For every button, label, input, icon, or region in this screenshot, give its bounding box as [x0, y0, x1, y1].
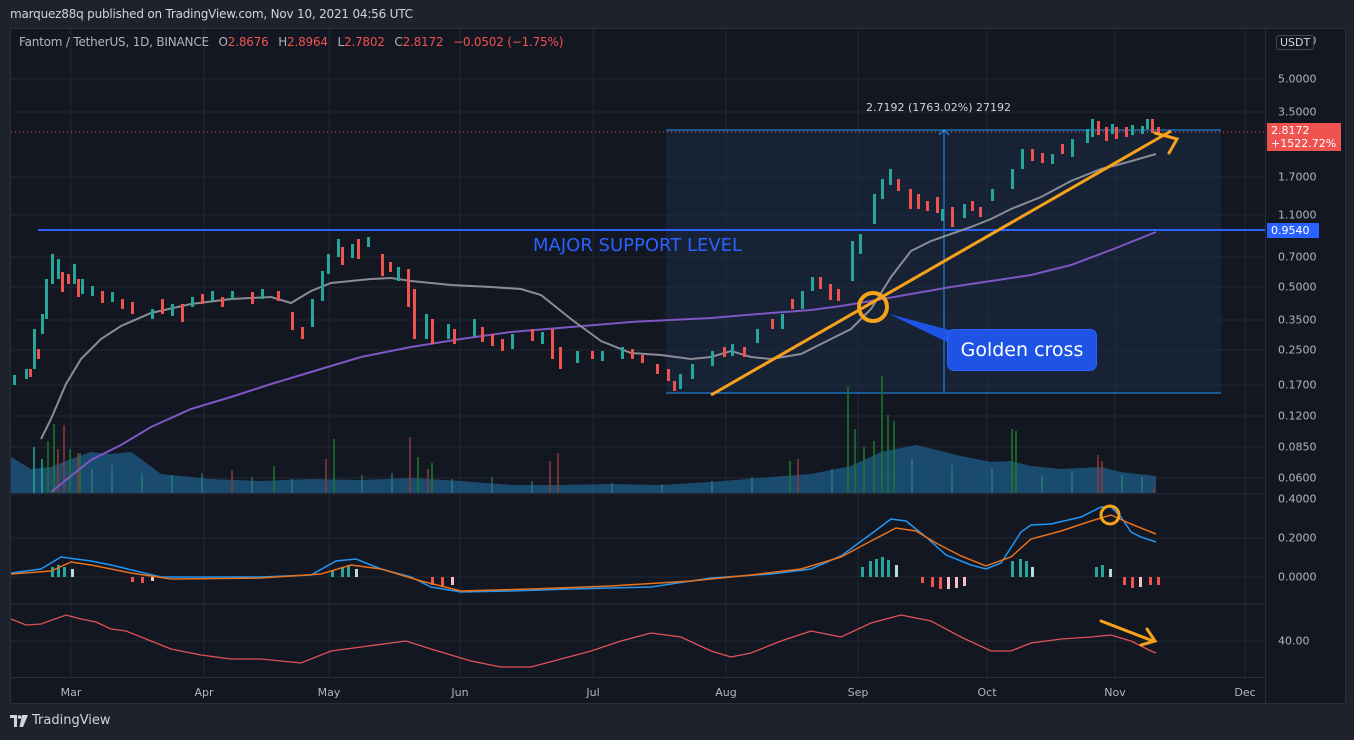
open-value: 2.8676	[227, 35, 269, 49]
price-axis[interactable]: 8.0000 USDT 5.0000 3.5000 1.7000 1.1000 …	[1265, 29, 1347, 705]
macd-histogram	[51, 557, 1160, 589]
support-price-tag: 0.9540	[1267, 223, 1319, 238]
macd-cross-circle	[1099, 504, 1121, 526]
chart-plot-area[interactable]: Fantom / TetherUS, 1D, BINANCE O2.8676 H…	[10, 29, 1265, 677]
symbol-title: Fantom / TetherUS, 1D, BINANCE	[19, 35, 209, 49]
trend-line	[710, 129, 1172, 397]
chart-frame: Fantom / TetherUS, 1D, BINANCE O2.8676 H…	[10, 28, 1347, 705]
tradingview-logo-icon	[10, 714, 28, 727]
tradingview-logo[interactable]: TradingView	[10, 713, 111, 728]
candles	[13, 119, 1160, 391]
currency-badge[interactable]: USDT	[1276, 35, 1315, 50]
golden-cross-circle	[857, 291, 889, 323]
support-label: MAJOR SUPPORT LEVEL	[533, 235, 743, 256]
ohlc-legend: Fantom / TetherUS, 1D, BINANCE O2.8676 H…	[19, 35, 564, 49]
low-value: 2.7802	[343, 35, 385, 49]
change-value: −0.0502 (−1.75%)	[452, 35, 564, 49]
chart-canvas	[10, 29, 1265, 677]
oscillator-line	[10, 614, 1157, 668]
high-value: 2.8964	[287, 35, 328, 49]
measure-label: 2.7192 (1763.02%) 27192	[866, 101, 1011, 114]
signal-line	[10, 514, 1157, 592]
current-price-tag: 2.8172 +1522.72%	[1267, 123, 1341, 151]
close-value: 2.8172	[402, 35, 444, 49]
publisher-line: marquez88q published on TradingView.com,…	[10, 7, 413, 21]
time-axis[interactable]: Mar Apr May Jun Jul Aug Sep Oct Nov Dec	[11, 677, 1265, 705]
golden-cross-callout[interactable]: Golden cross	[947, 329, 1097, 371]
